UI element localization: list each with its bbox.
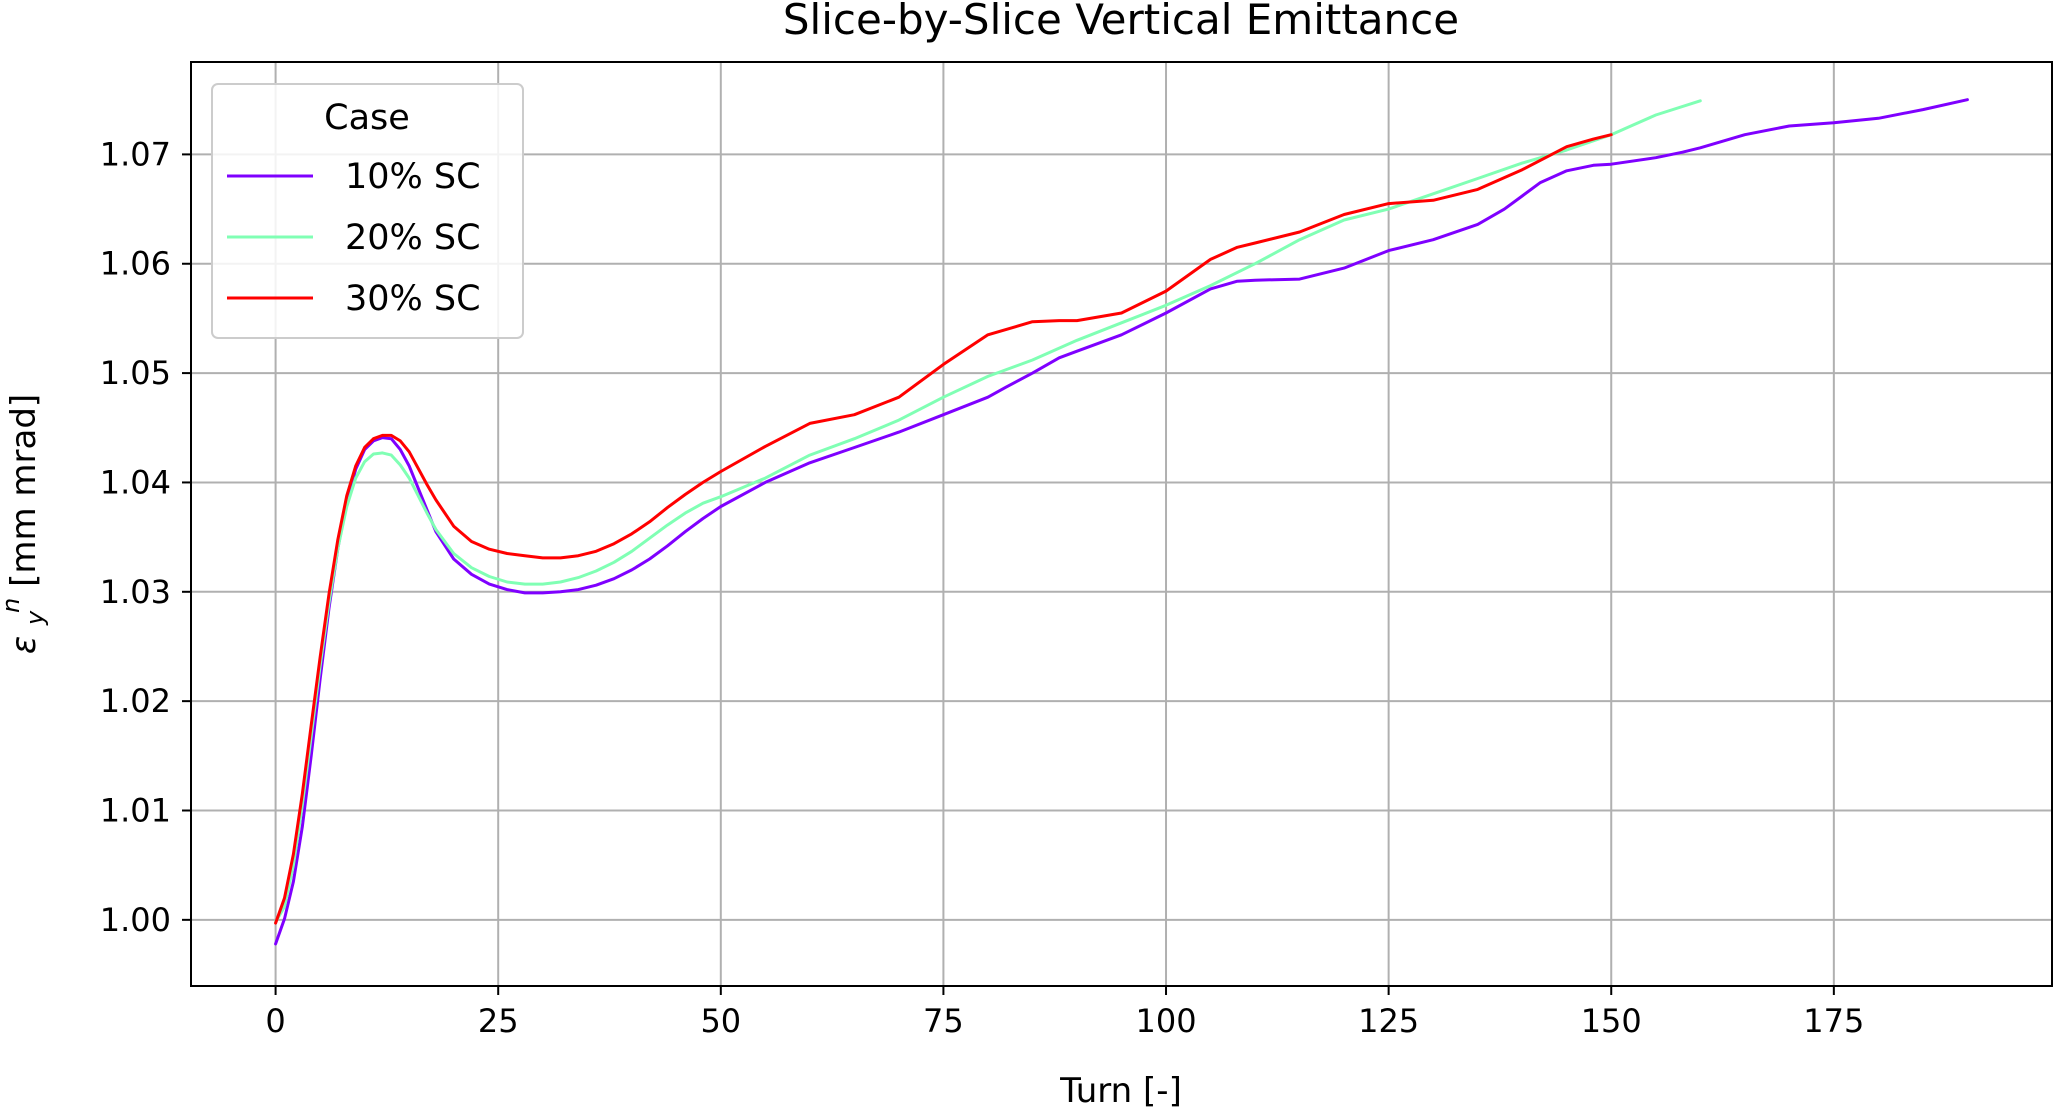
x-tick-label: 50: [700, 1002, 741, 1040]
legend-entry-label: 10% SC: [345, 157, 481, 197]
x-tick-label: 75: [923, 1002, 964, 1040]
chart-title: Slice-by-Slice Vertical Emittance: [783, 0, 1459, 44]
legend-box: [211, 83, 524, 339]
series-line-1: [274, 98, 1969, 946]
svg-text:ε y n [mm m: ε y n [mm mrad]: [0, 394, 52, 654]
series-line-3: [274, 133, 1613, 925]
y-axis-label: ε y n [mm mrad]: [0, 394, 52, 654]
y-tick-label: 1.05: [100, 354, 171, 392]
legend-entry-label: 20% SC: [345, 218, 481, 258]
x-tick-label: 175: [1803, 1002, 1864, 1040]
y-tick-label: 1.00: [100, 901, 171, 939]
grid: [191, 62, 2052, 986]
x-tick-label: 150: [1581, 1002, 1642, 1040]
x-tick-label: 125: [1358, 1002, 1419, 1040]
y-tick-label: 1.04: [100, 463, 171, 501]
y-tick-label: 1.01: [100, 791, 171, 829]
y-tick-label: 1.03: [100, 573, 171, 611]
legend: Case 10% SC 20% SC 30% SC: [211, 83, 524, 339]
y-axis-label-symbol: ε: [4, 636, 44, 654]
x-tick-label: 100: [1135, 1002, 1196, 1040]
y-axis-label-superscript: n: [0, 598, 25, 613]
x-tick-label: 0: [265, 1002, 285, 1040]
plot-area-frame: [190, 61, 2053, 987]
legend-title: Case: [324, 98, 410, 138]
y-tick-label: 1.07: [100, 135, 171, 173]
x-tick-label: 25: [478, 1002, 519, 1040]
legend-entry-label: 30% SC: [345, 279, 481, 319]
y-tick-label: 1.06: [100, 245, 171, 283]
series-line-2: [274, 99, 1702, 924]
y-axis-label-subscript: y: [21, 610, 49, 626]
y-axis-label-units: [mm mrad]: [4, 394, 44, 587]
y-tick-label: 1.02: [100, 682, 171, 720]
x-axis-label: Turn [-]: [1059, 1071, 1182, 1109]
x-axis-ticks: 0 25 50 75 100 125 150 175: [265, 986, 1864, 1040]
plot-lines: [274, 98, 1969, 946]
y-axis-ticks: 1.00 1.01 1.02 1.03 1.04 1.05 1.06 1.07: [100, 135, 191, 939]
